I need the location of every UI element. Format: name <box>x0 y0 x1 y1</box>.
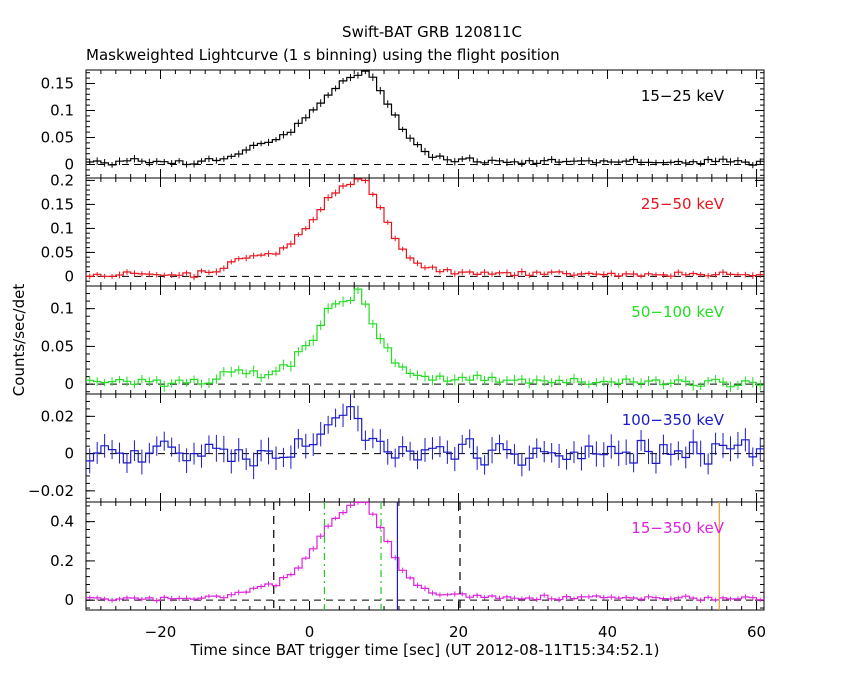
panel-2: 0 0.05 0.1 0.15 0.2 25−50 keV <box>41 171 765 287</box>
y-tick-label: 0.1 <box>50 300 74 318</box>
y-tick-label: 0.05 <box>41 243 74 261</box>
x-tick-label: 40 <box>598 623 617 641</box>
y-tick-label: 0 <box>64 445 74 463</box>
y-tick-label: 0.1 <box>50 219 74 237</box>
y-tick-label: 0.05 <box>41 337 74 355</box>
y-tick-label: 0.02 <box>41 407 74 425</box>
lightcurve-series <box>86 70 764 166</box>
y-tick-label: 0 <box>64 156 74 174</box>
y-tick-label: 0 <box>64 267 74 285</box>
y-tick-label: 0.4 <box>50 513 74 531</box>
y-tick-label: 0.2 <box>50 552 74 570</box>
panel-3: 0 0.05 0.1 50−100 keV <box>41 285 765 395</box>
band-label: 100−350 keV <box>622 411 725 429</box>
y-axis-label: Counts/sec/det <box>10 284 28 397</box>
error-bars <box>89 70 761 169</box>
y-tick-label: 0 <box>64 591 74 609</box>
x-axis-label: Time since BAT trigger time [sec] (UT 20… <box>190 641 660 659</box>
lightcurve-series <box>86 288 764 388</box>
panel-5: 0 0.2 0.4 15−350 keV <box>50 501 765 611</box>
chart-title: Swift-BAT GRB 120811C <box>342 23 522 41</box>
y-tick-label: 0.1 <box>50 102 74 120</box>
band-label: 15−25 keV <box>641 87 725 105</box>
x-tick-label: 20 <box>449 623 468 641</box>
error-bars <box>89 178 761 281</box>
band-label: 25−50 keV <box>641 195 725 213</box>
panel-4: −0.02 0 0.02 100−350 keV <box>28 393 765 503</box>
error-bars <box>89 394 761 480</box>
x-tick-label: −20 <box>145 623 177 641</box>
y-tick-label: 0 <box>64 375 74 393</box>
lightcurve-series <box>86 178 764 278</box>
lightcurve-series <box>86 501 764 602</box>
x-tick-label: 0 <box>305 623 315 641</box>
y-tick-label: 0.15 <box>41 195 74 213</box>
y-tick-label: 0.2 <box>50 171 74 189</box>
y-tick-label: −0.02 <box>28 482 74 500</box>
band-label: 15−350 keV <box>631 519 724 537</box>
chart-subtitle: Maskweighted Lightcurve (1 s binning) us… <box>86 46 560 64</box>
y-tick-label: 0.15 <box>41 75 74 93</box>
panel-frame <box>85 501 765 611</box>
x-tick-label: 60 <box>747 623 766 641</box>
y-tick-label: 0.05 <box>41 129 74 147</box>
panels-group: 0 0.05 0.1 0.15 15−25 keV 0 0.05 0.1 0.15 0.2 25−5… <box>28 69 766 641</box>
lightcurve-series <box>86 406 764 467</box>
panel-1: 0 0.05 0.1 0.15 15−25 keV <box>41 69 765 179</box>
band-label: 50−100 keV <box>631 303 724 321</box>
